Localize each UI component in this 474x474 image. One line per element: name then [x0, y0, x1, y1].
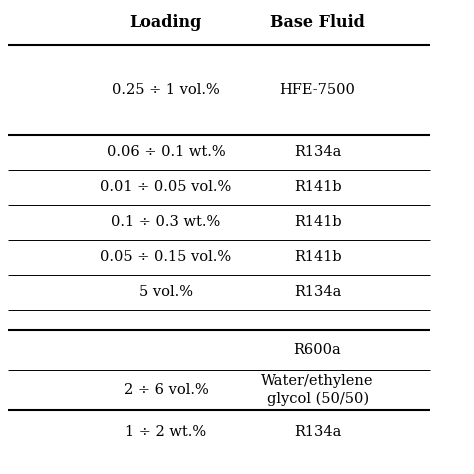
- Text: 1 ÷ 2 wt.%: 1 ÷ 2 wt.%: [125, 425, 207, 439]
- Text: R600a: R600a: [294, 343, 341, 357]
- Text: HFE-7500: HFE-7500: [280, 83, 356, 97]
- Text: Water/ethylene
glycol (50/50): Water/ethylene glycol (50/50): [261, 374, 374, 406]
- Text: 0.05 ÷ 0.15 vol.%: 0.05 ÷ 0.15 vol.%: [100, 250, 231, 264]
- Text: R134a: R134a: [294, 285, 341, 299]
- Text: 0.1 ÷ 0.3 wt.%: 0.1 ÷ 0.3 wt.%: [111, 215, 220, 229]
- Text: 0.06 ÷ 0.1 wt.%: 0.06 ÷ 0.1 wt.%: [107, 145, 225, 159]
- Text: R134a: R134a: [294, 425, 341, 439]
- Text: Base Fluid: Base Fluid: [270, 13, 365, 30]
- Text: 0.25 ÷ 1 vol.%: 0.25 ÷ 1 vol.%: [112, 83, 220, 97]
- Text: 5 vol.%: 5 vol.%: [139, 285, 193, 299]
- Text: 2 ÷ 6 vol.%: 2 ÷ 6 vol.%: [124, 383, 208, 397]
- Text: R141b: R141b: [294, 180, 341, 194]
- Text: 0.01 ÷ 0.05 vol.%: 0.01 ÷ 0.05 vol.%: [100, 180, 231, 194]
- Text: R141b: R141b: [294, 250, 341, 264]
- Text: Loading: Loading: [130, 13, 202, 30]
- Text: R141b: R141b: [294, 215, 341, 229]
- Text: R134a: R134a: [294, 145, 341, 159]
